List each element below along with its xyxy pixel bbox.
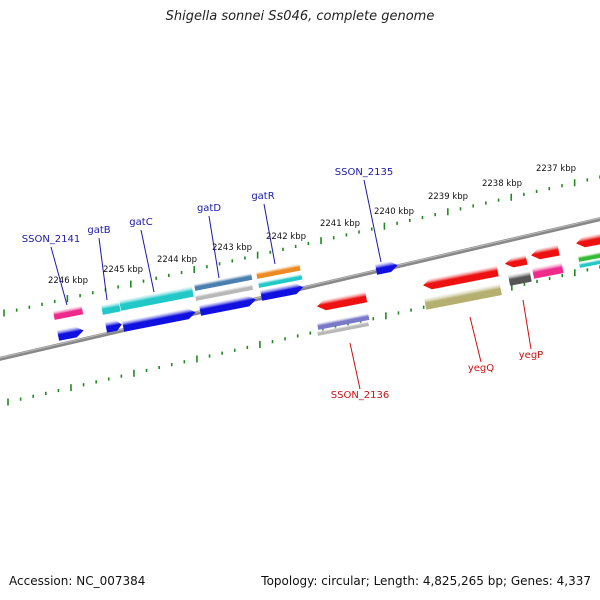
- topology-value: circular: [321, 574, 366, 588]
- gene-gatB-arrow: [105, 320, 122, 333]
- label-yegQ: yegQ: [468, 316, 494, 374]
- label-yegQ-text: yegQ: [468, 363, 494, 374]
- label-gatD-text: gatD: [197, 203, 221, 214]
- gene-yegP-arrow: [504, 254, 528, 268]
- gene-cyan-edge: [579, 258, 600, 268]
- gene-red-edge-arrow: [576, 232, 600, 248]
- label-gatR-leader: [263, 203, 276, 265]
- gene-pink-right: [532, 262, 564, 279]
- outer-ruler-track: [3, 175, 600, 317]
- gene-features: [53, 232, 600, 341]
- label-gatR-text: gatR: [251, 191, 274, 202]
- accession-label: Accession:: [9, 574, 73, 588]
- genes-label: Genes:: [510, 574, 553, 588]
- length-label: Length:: [373, 574, 420, 588]
- ruler-tick-label: 2246 kbp: [48, 276, 88, 286]
- label-SSON_2136: SSON_2136: [331, 342, 390, 401]
- gene-SSON_2136-lav: [317, 313, 370, 330]
- gene-gatD-grey: [195, 283, 254, 301]
- ruler-tick-label: 2243 kbp: [212, 243, 252, 253]
- label-SSON_2141: SSON_2141: [22, 234, 81, 306]
- label-gatB-text: gatB: [87, 225, 110, 236]
- gene-gatR-arrow: [260, 283, 304, 301]
- ruler-tick-label: 2240 kbp: [374, 207, 414, 217]
- label-SSON_2135-leader: [363, 179, 382, 263]
- ruler-tick-label: 2242 kbp: [266, 232, 306, 242]
- gene-red-right-arrow: [531, 244, 560, 260]
- label-yegP: yegP: [519, 299, 543, 361]
- label-yegP-text: yegP: [519, 350, 543, 361]
- label-gatD-leader: [208, 215, 220, 279]
- accession-info: Accession: NC_007384: [9, 574, 145, 588]
- gene-labels: SSON_2141 gatB gatC gatD gatR SSON_2135 SSON_2…: [22, 167, 543, 401]
- ruler-tick-label: 2237 kbp: [536, 164, 576, 174]
- gene-gatR-orange: [256, 263, 301, 279]
- label-gatC-text: gatC: [129, 217, 152, 228]
- label-SSON_2141-leader: [50, 246, 68, 306]
- gene-gatD-arrow: [199, 295, 256, 316]
- label-yegP-leader: [522, 299, 532, 350]
- topology-label: Topology:: [261, 574, 318, 588]
- scale-ruler: 2246 kbp 2245 kbp 2244 kbp 2243 kbp 2242 kbp…: [3, 164, 600, 406]
- label-SSON_2135-text: SSON_2135: [335, 167, 394, 178]
- ruler-tick-label: 2245 kbp: [103, 265, 143, 275]
- gene-gatC-arrow: [122, 308, 196, 332]
- gene-gatC-cyan: [119, 285, 194, 311]
- gene-green-edge: [578, 251, 600, 262]
- label-SSON_2136-leader: [349, 342, 361, 390]
- label-SSON_2136-text: SSON_2136: [331, 390, 390, 401]
- ruler-tick-label: 2238 kbp: [482, 179, 522, 189]
- label-gatB: gatB: [87, 225, 111, 301]
- ruler-tick-label: 2244 kbp: [157, 255, 197, 265]
- label-gatC-leader: [140, 229, 155, 293]
- gene-SSON_2141-pink: [53, 305, 84, 320]
- label-gatC: gatC: [129, 217, 155, 293]
- gene-yegQ-olive: [424, 283, 502, 310]
- label-yegQ-leader: [469, 316, 482, 363]
- genome-summary: Topology: circular; Length: 4,825,265 bp…: [261, 574, 591, 588]
- gene-yegP-grey: [508, 270, 532, 286]
- gene-SSON_2136-grey: [317, 321, 369, 336]
- gene-SSON_2141-arrow: [57, 326, 84, 341]
- gene-gatR-cyan: [258, 273, 303, 288]
- ruler-tick-label: 2241 kbp: [320, 219, 360, 229]
- gene-SSON_2135-arrow: [375, 261, 398, 275]
- ruler-tick-label: 2239 kbp: [428, 192, 468, 202]
- label-gatR: gatR: [251, 191, 276, 265]
- label-gatD: gatD: [197, 203, 221, 279]
- genome-title: Shigella sonnei Ss046, complete genome: [165, 9, 435, 24]
- accession-value: NC_007384: [76, 574, 146, 588]
- length-value: 4,825,265 bp: [422, 574, 503, 588]
- gene-gatD-steel: [194, 272, 253, 291]
- genes-value: 4,337: [556, 574, 591, 588]
- label-SSON_2141-text: SSON_2141: [22, 234, 81, 245]
- gene-SSON_2136-arrow: [317, 291, 368, 311]
- gene-yegQ-arrow: [423, 265, 499, 290]
- label-SSON_2135: SSON_2135: [335, 167, 394, 263]
- gene-gatB-cyan: [101, 301, 121, 315]
- label-gatB-leader: [98, 237, 108, 301]
